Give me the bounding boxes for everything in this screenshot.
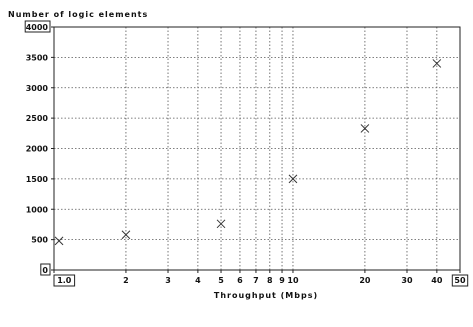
x-tick-box bbox=[451, 274, 469, 287]
x-axis-title: Throughput (Mbps) bbox=[214, 291, 318, 300]
data-point bbox=[432, 59, 442, 68]
x-tick-box bbox=[53, 274, 76, 287]
y-tick-label: 4000 bbox=[26, 23, 49, 32]
x-axis: 1.0 2 3 4 5 6 7 8 9 10 20 30 40 50 bbox=[53, 270, 469, 287]
y-tick-label: 2500 bbox=[26, 114, 49, 123]
y-tick-label: 1000 bbox=[26, 205, 49, 214]
y-tick-label: 3500 bbox=[26, 53, 49, 62]
x-tick-label: 4 bbox=[195, 276, 201, 285]
y-tick-label: 2000 bbox=[26, 145, 49, 154]
x-tick-label: 6 bbox=[237, 276, 243, 285]
x-tick-label: 5 bbox=[218, 276, 224, 285]
x-tick-label: 7 bbox=[253, 276, 259, 285]
y-tick-box bbox=[40, 263, 51, 276]
x-tick-label: 10 bbox=[287, 276, 299, 285]
data-point bbox=[54, 236, 64, 246]
data-point bbox=[121, 230, 131, 240]
x-tick-label: 50 bbox=[454, 276, 466, 285]
y-axis-title: Number of logic elements bbox=[8, 10, 148, 19]
x-tick-label: 20 bbox=[359, 276, 371, 285]
x-tick-label: 2 bbox=[123, 276, 129, 285]
data-points bbox=[54, 59, 442, 246]
y-tick-box bbox=[24, 20, 51, 33]
y-tick-label: 3000 bbox=[26, 84, 49, 93]
x-tick-label: 9 bbox=[279, 276, 285, 285]
y-tick-label: 0 bbox=[42, 266, 48, 275]
x-tick-label: 3 bbox=[165, 276, 171, 285]
data-point bbox=[288, 174, 298, 184]
x-tick-label: 8 bbox=[267, 276, 273, 285]
data-point bbox=[216, 219, 226, 229]
y-tick-label: 500 bbox=[31, 236, 48, 245]
x-tick-label: 30 bbox=[401, 276, 413, 285]
grid bbox=[54, 27, 460, 270]
x-tick-label: 1.0 bbox=[57, 276, 72, 285]
y-axis: 0 500 1000 1500 2000 2500 3000 3500 4000 bbox=[24, 20, 54, 276]
data-point bbox=[360, 124, 370, 133]
x-tick-label: 40 bbox=[431, 276, 443, 285]
y-tick-label: 1500 bbox=[26, 175, 49, 184]
